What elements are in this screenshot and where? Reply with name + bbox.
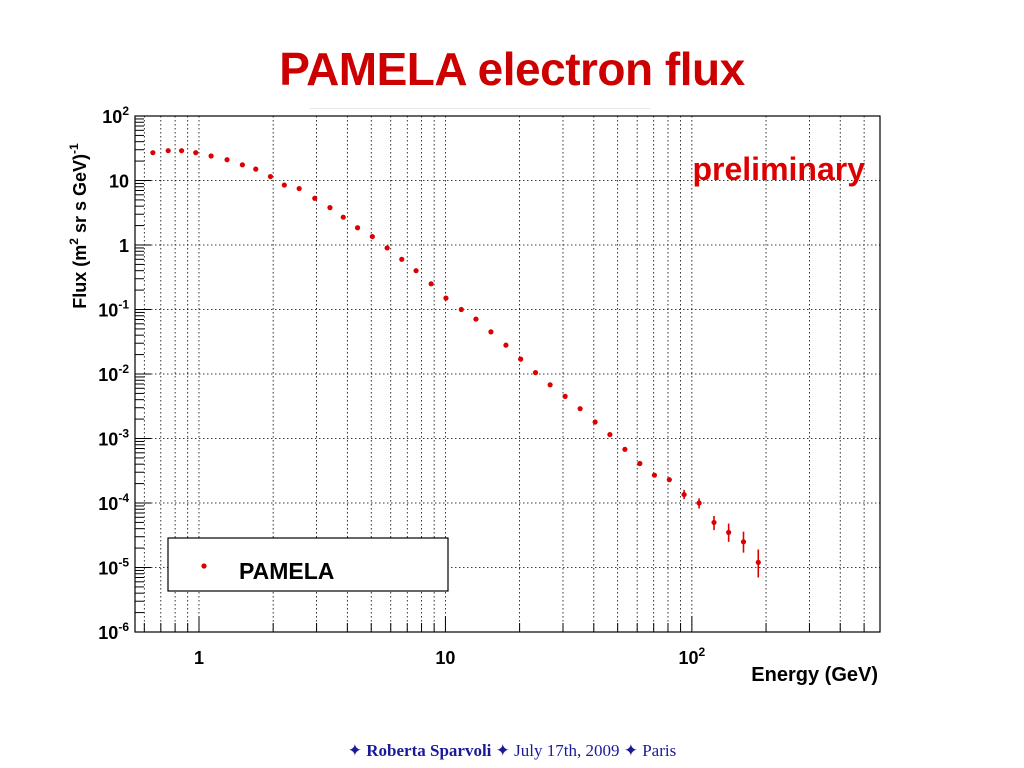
y-tick-label: 1	[119, 236, 129, 256]
data-point	[547, 382, 553, 388]
data-point	[178, 148, 185, 154]
y-tick-label: 10-5	[98, 556, 129, 579]
data-point	[340, 214, 346, 220]
data-point	[622, 446, 628, 452]
footer-star-icon: ✦	[623, 741, 638, 760]
data-point	[740, 539, 747, 545]
data-point	[711, 519, 717, 526]
data-point	[577, 406, 583, 412]
data-point	[443, 295, 449, 301]
data-point	[518, 356, 524, 362]
data-point	[413, 268, 419, 274]
data-point	[369, 233, 375, 240]
legend-label: PAMELA	[239, 558, 334, 584]
data-point	[562, 393, 568, 399]
y-tick-label: 10-3	[98, 427, 129, 450]
data-point	[488, 329, 494, 335]
footer-author: Roberta Sparvoli	[366, 741, 492, 760]
title-divider	[310, 108, 650, 109]
data-point	[253, 166, 259, 172]
data-point	[399, 256, 405, 262]
y-tick-label: 10	[109, 172, 129, 192]
legend-box	[167, 537, 449, 592]
y-axis-label: Flux (m2 sr s GeV)-1	[67, 143, 90, 309]
data-point	[327, 205, 333, 211]
data-point	[458, 306, 464, 313]
data-point	[651, 472, 658, 478]
data-point	[384, 245, 390, 251]
y-tick-label: 10-4	[98, 491, 129, 514]
x-tick-labels: 1 10 102	[194, 645, 706, 668]
footer: ✦ Roberta Sparvoli ✦ July 17th, 2009 ✦ P…	[0, 741, 1024, 761]
x-tick-label: 102	[679, 645, 706, 668]
footer-star-icon: ✦	[495, 741, 510, 760]
y-tick-labels: 102 10 1 10-1 10-2 10-3 10-4 10-5 10-6	[98, 104, 129, 643]
data-point	[165, 148, 171, 154]
data-point	[755, 559, 761, 565]
data-point	[150, 150, 156, 156]
data-point	[193, 150, 199, 156]
footer-star-icon: ✦	[347, 741, 363, 760]
data-point	[637, 460, 643, 467]
data-point	[592, 419, 598, 425]
data-point	[428, 281, 434, 287]
data-point	[267, 173, 274, 180]
y-tick-label: 10-6	[98, 620, 129, 643]
data-point	[532, 370, 539, 376]
data-point	[681, 491, 687, 498]
data-point	[696, 500, 702, 506]
x-axis-label: Energy (GeV)	[751, 664, 878, 686]
footer-place: Paris	[642, 741, 677, 760]
data-point	[224, 157, 230, 163]
y-tick-label: 10-1	[98, 298, 129, 321]
y-tick-label: 10-2	[98, 362, 129, 385]
grid-lines	[135, 116, 880, 633]
legend-marker-dot	[201, 563, 207, 569]
data-point	[296, 185, 302, 192]
data-point	[503, 342, 509, 348]
footer-date: July 17th, 2009	[514, 741, 620, 760]
pamela-series	[150, 148, 761, 578]
data-point	[666, 477, 672, 483]
data-point	[239, 162, 245, 168]
data-point	[312, 195, 318, 201]
legend-marker	[201, 563, 207, 569]
legend: PAMELA	[167, 537, 449, 592]
x-tick-label: 1	[194, 648, 204, 668]
data-point	[726, 529, 732, 536]
data-point	[607, 431, 613, 438]
data-point	[208, 153, 214, 159]
data-point	[354, 225, 361, 231]
axis-ticks	[135, 115, 865, 633]
x-tick-label: 10	[435, 648, 455, 668]
data-point	[281, 182, 287, 188]
slide-title: PAMELA electron flux	[279, 43, 745, 95]
preliminary-annotation: preliminary	[692, 151, 865, 187]
y-tick-label: 102	[102, 104, 129, 127]
data-point	[473, 316, 479, 322]
